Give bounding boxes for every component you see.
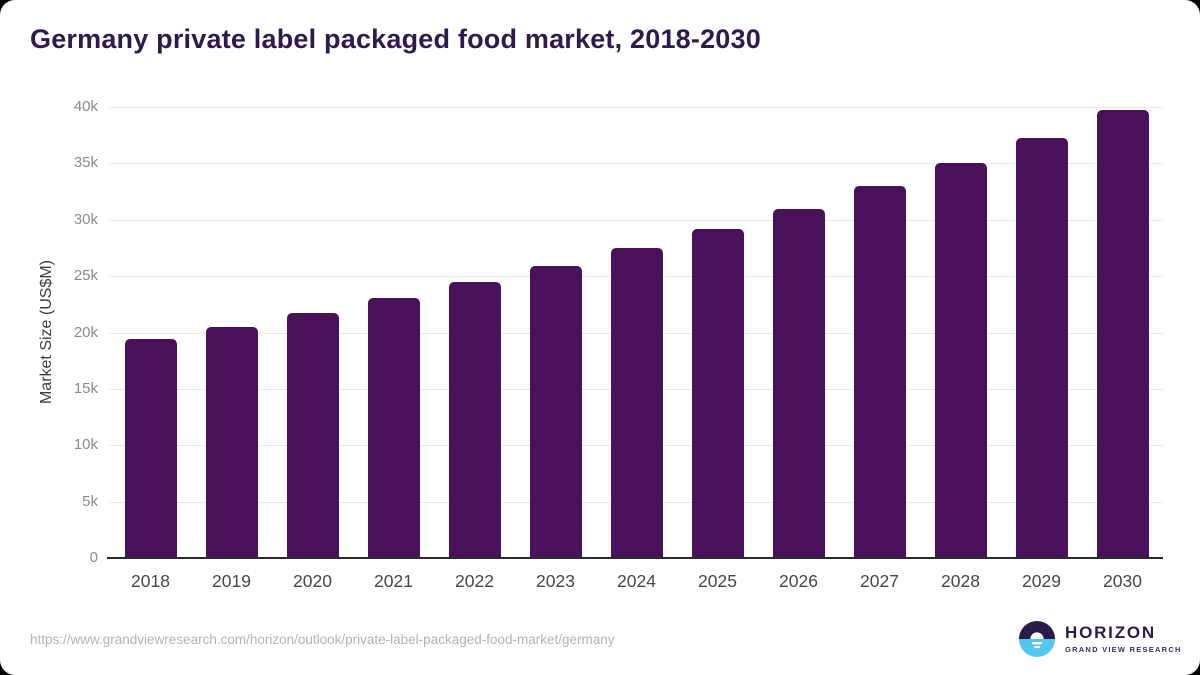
horizon-sun-icon [1018, 620, 1056, 658]
x-tick-2021: 2021 [374, 571, 413, 591]
x-tick-2026: 2026 [779, 571, 818, 591]
x-tick-2030: 2030 [1103, 571, 1142, 591]
horizon-logo: HORIZON GRAND VIEW RESEARCH [1018, 620, 1182, 658]
bar-2023[interactable] [529, 266, 582, 557]
gridline-40k [110, 107, 1163, 108]
bar-2018[interactable] [124, 339, 177, 557]
gridline-35k [110, 163, 1163, 165]
bar-2027[interactable] [853, 185, 906, 557]
y-tick-35k: 35k [73, 154, 98, 172]
y-tick-20k: 20k [73, 323, 98, 341]
x-tick-2022: 2022 [455, 571, 494, 591]
y-tick-40k: 40k [73, 98, 98, 115]
bar-2019[interactable] [205, 327, 258, 557]
x-tick-2025: 2025 [698, 571, 737, 591]
y-tick-15k: 15k [73, 379, 98, 397]
y-tick-30k: 30k [73, 210, 98, 228]
y-tick-25k: 25k [73, 267, 98, 285]
y-tick-5k: 5k [82, 492, 98, 510]
x-tick-2027: 2027 [860, 571, 899, 591]
logo-subtitle: GRAND VIEW RESEARCH [1065, 644, 1182, 654]
x-tick-2018: 2018 [131, 571, 170, 591]
x-tick-2029: 2029 [1022, 571, 1061, 591]
x-axis-line [107, 557, 1163, 559]
bar-2025[interactable] [691, 228, 744, 557]
bar-2029[interactable] [1015, 138, 1068, 557]
bar-2030[interactable] [1096, 109, 1149, 557]
gridline-30k [110, 219, 1163, 221]
x-tick-2023: 2023 [536, 571, 575, 591]
bar-2020[interactable] [286, 312, 339, 557]
y-tick-0: 0 [89, 549, 98, 566]
x-tick-2020: 2020 [293, 571, 332, 591]
bar-2021[interactable] [367, 298, 420, 557]
bar-2024[interactable] [610, 248, 663, 557]
logo-title: HORIZON [1065, 623, 1156, 643]
x-tick-2024: 2024 [617, 571, 656, 591]
plot-area [107, 107, 1163, 559]
bar-2022[interactable] [448, 282, 501, 557]
x-tick-2019: 2019 [212, 571, 251, 591]
y-tick-10k: 10k [73, 436, 98, 454]
source-url: https://www.grandviewresearch.com/horizo… [30, 632, 615, 647]
x-tick-2028: 2028 [941, 571, 980, 591]
bar-2028[interactable] [934, 162, 987, 557]
chart-title: Germany private label packaged food mark… [30, 24, 761, 54]
bar-2026[interactable] [772, 209, 825, 557]
